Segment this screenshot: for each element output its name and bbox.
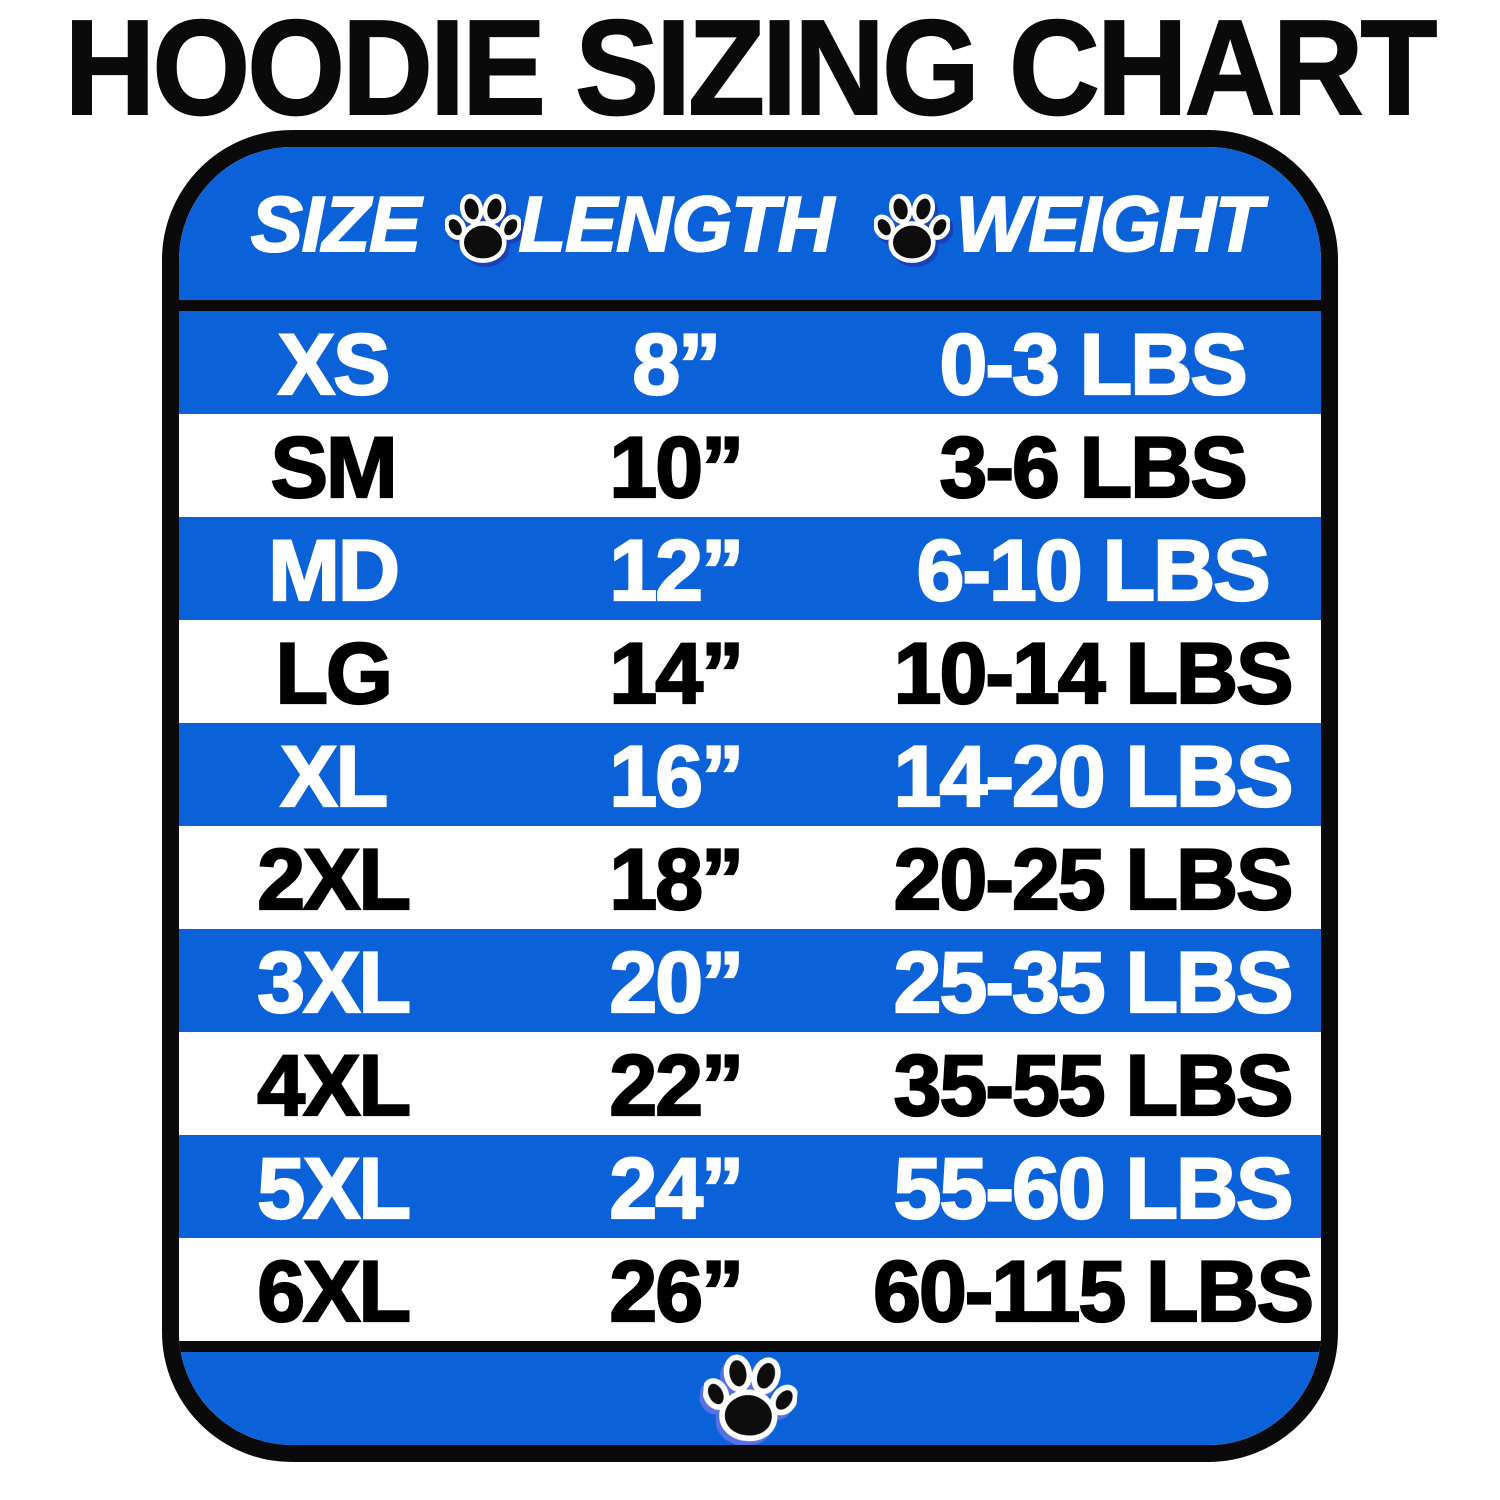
weight-cell: 55-60 LBS xyxy=(893,1140,1295,1237)
table-row: XS 8” 0-3 LBS xyxy=(179,311,1321,414)
page-title-text: HOODIE SIZING CHART xyxy=(64,0,1439,143)
table-row: 6XL 26” 60-115 LBS xyxy=(179,1238,1321,1341)
table-footer xyxy=(179,1352,1321,1445)
sizing-table-card: SIZE LENGTH xyxy=(162,130,1338,1462)
paw-icon xyxy=(702,1354,799,1442)
size-cell: 4XL xyxy=(256,1037,412,1134)
column-header-size: SIZE xyxy=(250,179,422,268)
length-cell: 14” xyxy=(608,625,745,722)
page-title: HOODIE SIZING CHART xyxy=(0,0,1500,143)
length-cell: 10” xyxy=(608,419,745,516)
table-body: XS 8” 0-3 LBS SM 10” 3-6 LBS MD 12” 6-10 LBS LG 14… xyxy=(179,311,1321,1341)
length-cell: 18” xyxy=(608,831,745,928)
length-cell: 12” xyxy=(608,522,745,619)
length-cell: 8” xyxy=(631,316,722,413)
table-row: LG 14” 10-14 LBS xyxy=(179,620,1321,723)
length-cell: 22” xyxy=(608,1037,745,1134)
size-cell: SM xyxy=(270,419,399,516)
length-cell: 20” xyxy=(608,934,745,1031)
header-divider xyxy=(179,300,1321,311)
table-row: SM 10” 3-6 LBS xyxy=(179,414,1321,517)
size-cell: 2XL xyxy=(256,831,412,928)
paw-icon xyxy=(444,193,521,263)
table-row: XL 16” 14-20 LBS xyxy=(179,723,1321,826)
size-cell: 6XL xyxy=(256,1243,412,1340)
size-cell: LG xyxy=(274,625,394,722)
footer-divider xyxy=(179,1341,1321,1352)
length-cell: 16” xyxy=(608,728,745,825)
paw-icon xyxy=(874,193,951,263)
weight-cell: 35-55 LBS xyxy=(893,1037,1295,1134)
size-cell: XS xyxy=(277,316,392,413)
table-header: SIZE LENGTH xyxy=(179,147,1321,300)
size-cell: 3XL xyxy=(256,934,412,1031)
weight-cell: 0-3 LBS xyxy=(938,316,1248,413)
length-cell: 26” xyxy=(608,1243,745,1340)
weight-cell: 3-6 LBS xyxy=(938,419,1248,516)
size-cell: MD xyxy=(267,522,401,619)
table-row: 2XL 18” 20-25 LBS xyxy=(179,826,1321,929)
table-row: 3XL 20” 25-35 LBS xyxy=(179,929,1321,1032)
weight-cell: 6-10 LBS xyxy=(915,522,1271,619)
table-row: 4XL 22” 35-55 LBS xyxy=(179,1032,1321,1135)
weight-cell: 25-35 LBS xyxy=(893,934,1295,1031)
size-cell: XL xyxy=(279,728,389,825)
table-row: 5XL 24” 55-60 LBS xyxy=(179,1135,1321,1238)
table-row: MD 12” 6-10 LBS xyxy=(179,517,1321,620)
weight-cell: 60-115 LBS xyxy=(872,1243,1315,1340)
column-header-length: LENGTH xyxy=(517,179,835,268)
length-cell: 24” xyxy=(608,1140,745,1237)
column-header-weight: WEIGHT xyxy=(955,179,1264,268)
size-cell: 5XL xyxy=(256,1140,412,1237)
weight-cell: 20-25 LBS xyxy=(893,831,1295,928)
weight-cell: 14-20 LBS xyxy=(893,728,1295,825)
weight-cell: 10-14 LBS xyxy=(893,625,1295,722)
